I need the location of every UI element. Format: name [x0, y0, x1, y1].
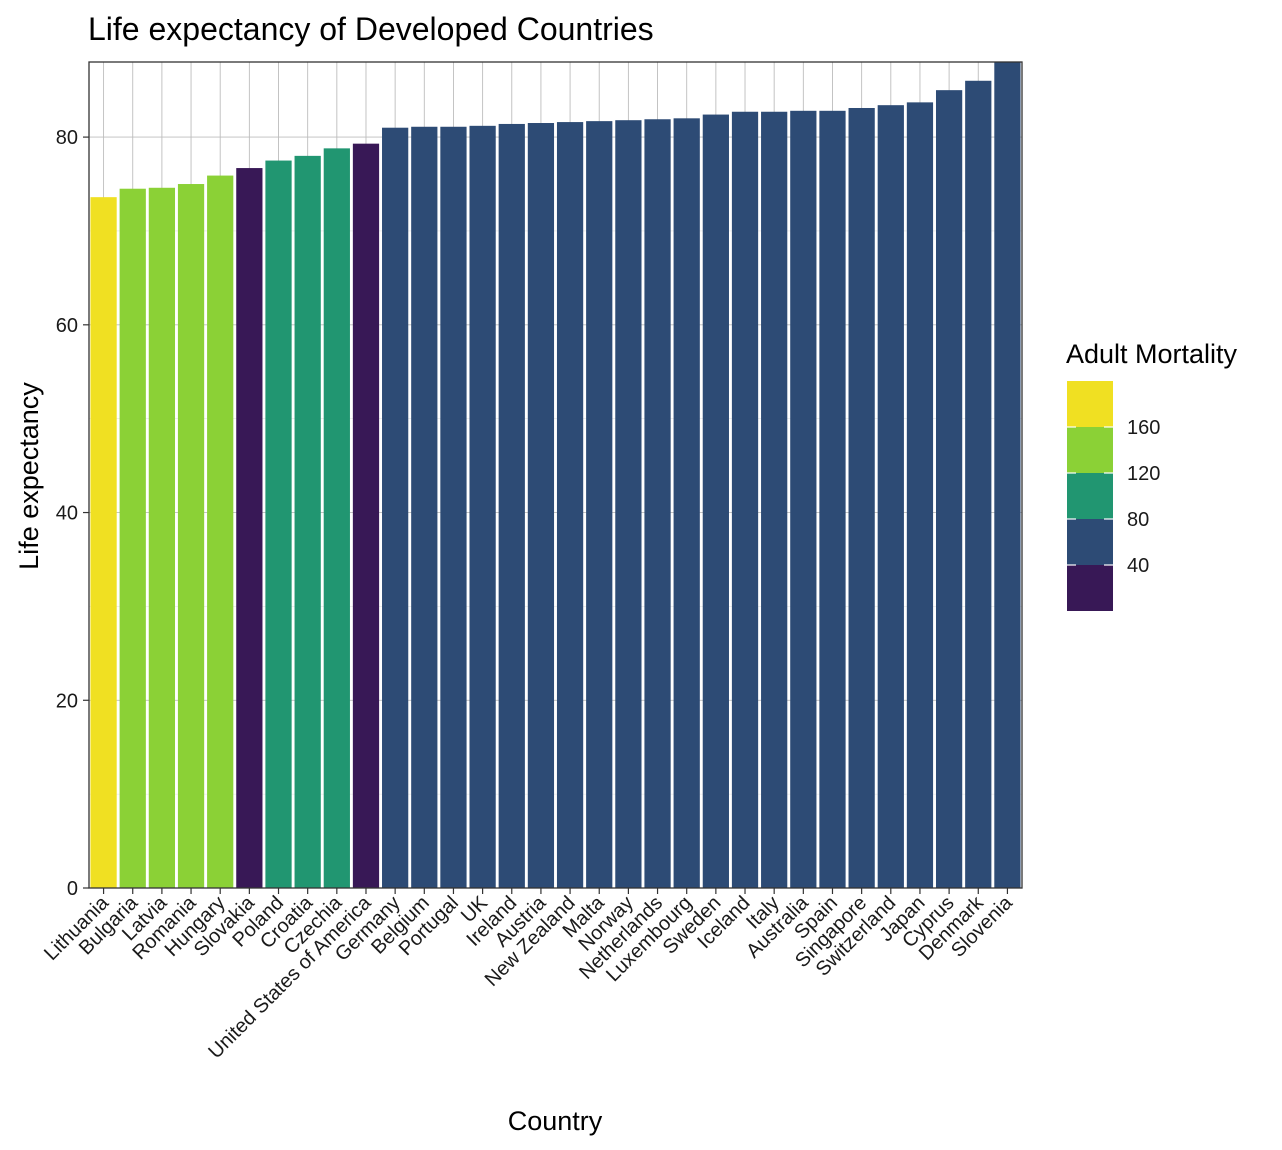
y-axis-title: Life expectancy — [14, 382, 44, 570]
legend-label: 120 — [1127, 463, 1160, 485]
legend-swatch — [1067, 519, 1113, 565]
bar-new-zealand — [556, 122, 584, 888]
bar-slovenia — [994, 62, 1021, 888]
bar-austria — [527, 123, 555, 889]
bar-uk — [469, 125, 496, 888]
bar-bulgaria — [119, 188, 146, 888]
bar-malta — [586, 121, 613, 888]
bar-slovakia — [236, 168, 263, 888]
bar-hungary — [207, 175, 234, 888]
bar-czechia — [323, 148, 350, 888]
y-tick-label: 20 — [56, 690, 78, 712]
bar-cyprus — [935, 90, 963, 889]
y-tick-label: 80 — [56, 127, 78, 149]
bar-luxembourg — [673, 118, 700, 889]
bar-australia — [790, 110, 817, 889]
legend-swatch — [1067, 473, 1113, 519]
legend-swatch — [1067, 427, 1113, 473]
legend-label: 160 — [1127, 417, 1160, 439]
bar-sweden — [702, 114, 729, 888]
bar-croatia — [294, 155, 321, 888]
bar-spain — [819, 110, 846, 889]
bar-lithuania — [90, 197, 117, 888]
legend-label: 40 — [1127, 555, 1149, 577]
bar-belgium — [411, 126, 438, 888]
y-tick-label: 0 — [67, 878, 78, 900]
legend: Adult Mortality 160 120 80 40 — [1066, 339, 1238, 611]
x-axis: LithuaniaBulgariaLatviaRomaniaHungarySlo… — [40, 888, 1018, 1063]
bar-iceland — [731, 111, 759, 888]
legend-swatch — [1067, 381, 1113, 427]
bar-poland — [265, 160, 292, 888]
y-tick-label: 40 — [56, 503, 78, 525]
bars — [90, 62, 1021, 889]
bar-ireland — [498, 123, 525, 888]
bar-norway — [615, 120, 642, 889]
legend-title: Adult Mortality — [1066, 339, 1238, 369]
bar-japan — [906, 102, 934, 888]
x-axis-title: Country — [508, 1106, 603, 1136]
bar-denmark — [965, 80, 992, 889]
y-tick-label: 60 — [56, 315, 78, 337]
bar-portugal — [440, 126, 467, 888]
legend-label: 80 — [1127, 509, 1149, 531]
bar-switzerland — [877, 105, 904, 889]
bar-romania — [177, 184, 205, 889]
bar-latvia — [148, 187, 176, 888]
chart-title: Life expectancy of Developed Countries — [88, 11, 654, 47]
plot-panel-border — [88, 61, 1023, 889]
bar-italy — [761, 111, 788, 888]
bar-netherlands — [644, 119, 671, 888]
legend-swatch — [1067, 565, 1113, 611]
bar-united-states-of-america — [352, 143, 380, 888]
bar-germany — [382, 127, 409, 889]
y-axis: 0 20 40 60 80 — [56, 127, 89, 900]
bar-singapore — [848, 107, 875, 889]
